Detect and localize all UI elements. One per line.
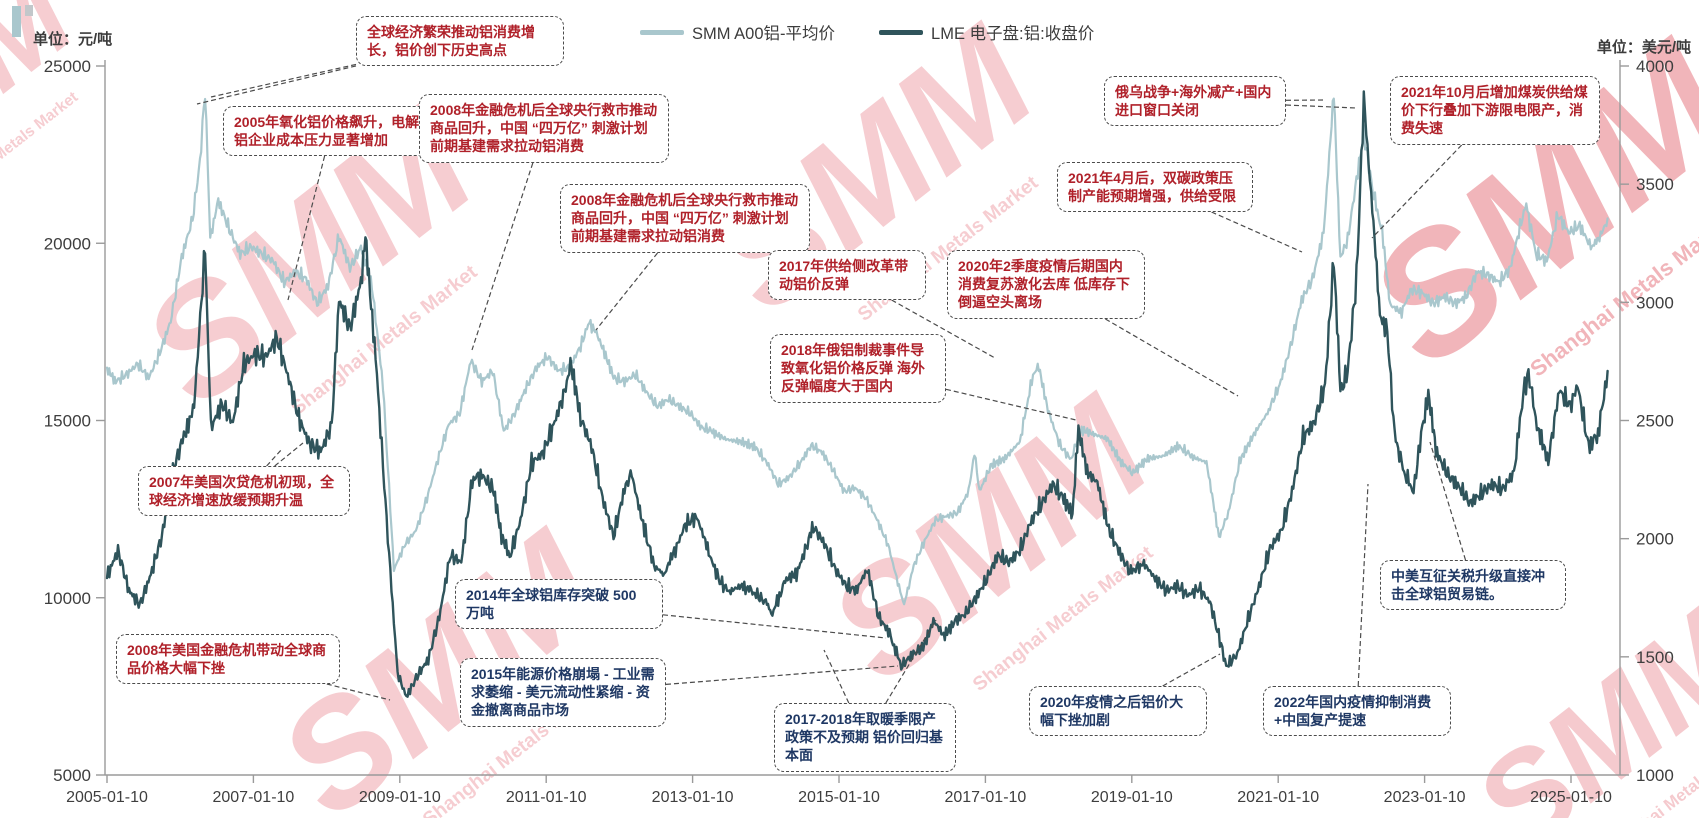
annotation-leader-line	[1357, 483, 1369, 687]
left-axis-unit: 单位：元/吨	[33, 31, 113, 48]
annotation-leader-line	[885, 619, 937, 704]
y-axis-label-left: 15000	[44, 412, 91, 431]
x-axis-label: 2017-01-10	[944, 789, 1026, 806]
annotation-leader-line	[1105, 318, 1239, 397]
legend: SMM A00铝-平均价 LME 电子盘:铝:收盘价	[640, 20, 1094, 44]
legend-label-smm: SMM A00铝-平均价	[692, 25, 836, 43]
annotation-leader-line	[662, 614, 887, 639]
axes: 25000 20000 15000 10000 5000 4000 3500 3000 2500…	[44, 57, 1674, 806]
legend-item-smm: SMM A00铝-平均价	[640, 20, 835, 44]
x-axis-label: 2007-01-10	[212, 789, 294, 806]
annotation-leader-line	[274, 442, 304, 467]
smm-line-swatch-icon	[640, 29, 684, 35]
svg-text:SMM: SMM	[798, 363, 1180, 713]
annotation-leader-line	[1429, 441, 1467, 561]
annotation-leader-line	[1371, 144, 1463, 239]
annotation-leader-line	[196, 65, 357, 105]
x-axis-label: 2021-01-10	[1237, 789, 1319, 806]
annotation-leader-line	[471, 162, 534, 351]
y-axis-label-right: 3500	[1636, 175, 1674, 194]
y-axis-label-left: 10000	[44, 589, 91, 608]
y-axis-label-left: 5000	[53, 766, 91, 785]
svg-text:SMM: SMM	[248, 498, 630, 818]
smm-series-line	[105, 97, 1609, 606]
annotation-leader-line	[665, 665, 899, 685]
x-axis-label: 2025-01-10	[1530, 789, 1612, 806]
annotation-leader-line	[287, 155, 326, 301]
x-axis-label: 2019-01-10	[1091, 789, 1173, 806]
x-axis-label: 2013-01-10	[652, 789, 734, 806]
annotation-leader-line	[595, 252, 658, 331]
y-axis-label-right: 1000	[1636, 766, 1674, 785]
y-axis-label-left: 25000	[44, 57, 91, 76]
annotation-leader-line	[823, 649, 850, 704]
annotation-leader-line	[1285, 104, 1357, 109]
annotation-connectors	[196, 63, 1467, 704]
legend-item-lme: LME 电子盘:铝:收盘价	[879, 20, 1094, 44]
lme-series-line	[105, 90, 1609, 698]
y-axis-label-right: 2000	[1636, 530, 1674, 549]
annotation-leader-line	[326, 683, 391, 701]
x-axis-label: 2015-01-10	[798, 789, 880, 806]
annotation-leader-line	[266, 448, 283, 467]
x-axis-label: 2009-01-10	[359, 789, 441, 806]
annotation-leader-line	[210, 63, 357, 98]
logo-bar-icon	[25, 5, 33, 16]
lme-line-swatch-icon	[879, 29, 924, 35]
annotation-leader-line	[891, 299, 996, 359]
x-axis-label: 2005-01-10	[66, 789, 148, 806]
legend-label-lme: LME 电子盘:铝:收盘价	[931, 25, 1095, 43]
y-axis-label-right: 2500	[1636, 412, 1674, 431]
annotation-leader-line	[945, 388, 1077, 421]
y-axis-label-right: 1500	[1636, 648, 1674, 667]
annotation-leader-line	[1211, 211, 1303, 253]
y-axis-label-right: 4000	[1636, 57, 1674, 76]
x-axis-label: 2011-01-10	[506, 789, 587, 806]
x-axis-label: 2023-01-10	[1384, 789, 1466, 806]
svg-text:SMM: SMM	[111, 77, 505, 438]
y-axis-label-right: 3000	[1636, 293, 1674, 312]
y-axis-label-left: 20000	[44, 234, 91, 253]
logo-bar-icon	[12, 6, 21, 37]
smm-mini-logo	[12, 4, 38, 38]
right-axis-unit: 单位：美元/吨	[1596, 39, 1691, 56]
annotation-leader-line	[1162, 653, 1221, 687]
